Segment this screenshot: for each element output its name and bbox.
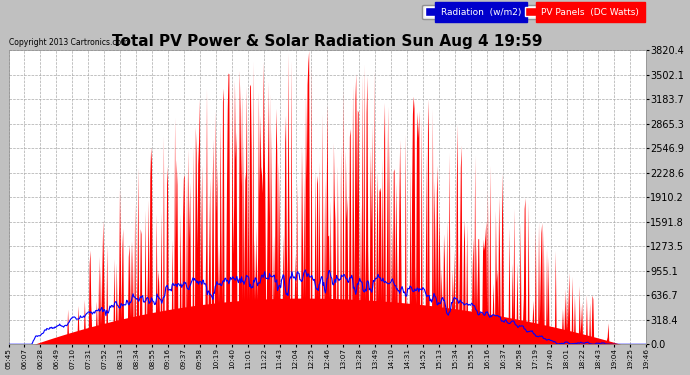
Text: Copyright 2013 Cartronics.com: Copyright 2013 Cartronics.com	[9, 38, 129, 47]
Legend: Radiation  (w/m2), PV Panels  (DC Watts): Radiation (w/m2), PV Panels (DC Watts)	[422, 4, 642, 20]
Title: Total PV Power & Solar Radiation Sun Aug 4 19:59: Total PV Power & Solar Radiation Sun Aug…	[112, 34, 542, 49]
